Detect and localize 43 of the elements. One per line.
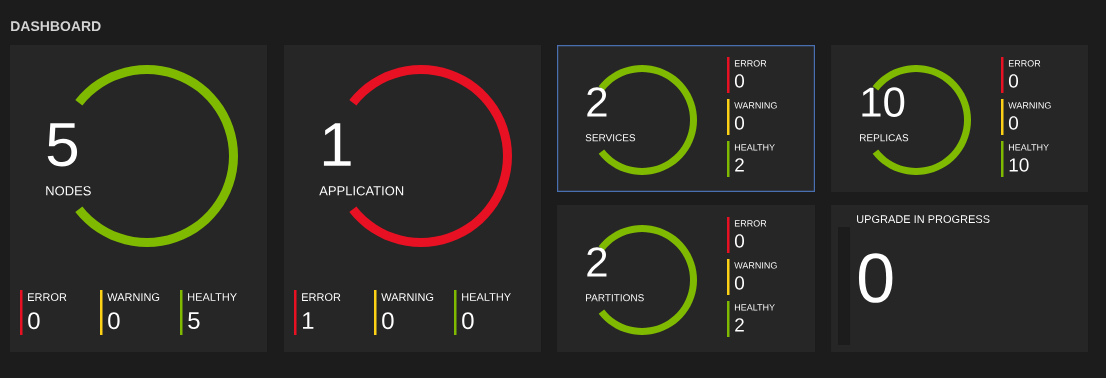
category-label: ERROR [28, 293, 67, 301]
category-label: WARNING [734, 262, 777, 269]
category-label: WARNING [1008, 102, 1051, 109]
text: 10 [862, 87, 905, 117]
category-label: ERROR [734, 220, 767, 227]
text: 0 [734, 116, 745, 130]
text: 0 [858, 253, 893, 303]
text: REPLICAS [860, 134, 909, 142]
text: NODES [46, 186, 91, 196]
text: 0 [734, 276, 745, 290]
slice-label: HEALTHY [734, 144, 775, 151]
text: UPGRADE IN PROGRESS [857, 215, 990, 223]
text: 0 [734, 74, 745, 88]
slice-label: ERROR [302, 293, 341, 301]
text: 2 [587, 247, 607, 277]
text: 0 [462, 312, 474, 330]
category-label: WARNING [381, 293, 434, 301]
text: 0 [28, 312, 40, 330]
text: PARTITIONS [586, 294, 644, 302]
category-label: ERROR [734, 60, 767, 67]
slice-label: HEALTHY [1008, 144, 1049, 151]
data-label: 1 [303, 312, 314, 329]
category-label: ERROR [1008, 60, 1041, 67]
text: 0 [734, 234, 745, 248]
text: SERVICES [585, 134, 636, 142]
text: 0 [1008, 74, 1019, 88]
text: 1 [323, 123, 351, 166]
text: 0 [108, 312, 120, 330]
data-label: 5 [188, 312, 200, 329]
text: APPLICATION [319, 186, 404, 196]
data-label: 10 [1009, 158, 1029, 172]
slice-label: HEALTHY [734, 304, 775, 311]
text: 5 [47, 123, 78, 167]
text: DASHBOARD [11, 21, 101, 32]
data-label: 2 [735, 158, 744, 172]
slice-label: HEALTHY [188, 293, 237, 301]
category-label: HEALTHY [462, 293, 511, 301]
category-label: WARNING [734, 102, 777, 109]
text: 0 [382, 312, 394, 330]
category-label: WARNING [107, 293, 160, 301]
text: 2 [587, 87, 607, 117]
text: 0 [1008, 116, 1019, 130]
data-label: 2 [735, 318, 744, 332]
